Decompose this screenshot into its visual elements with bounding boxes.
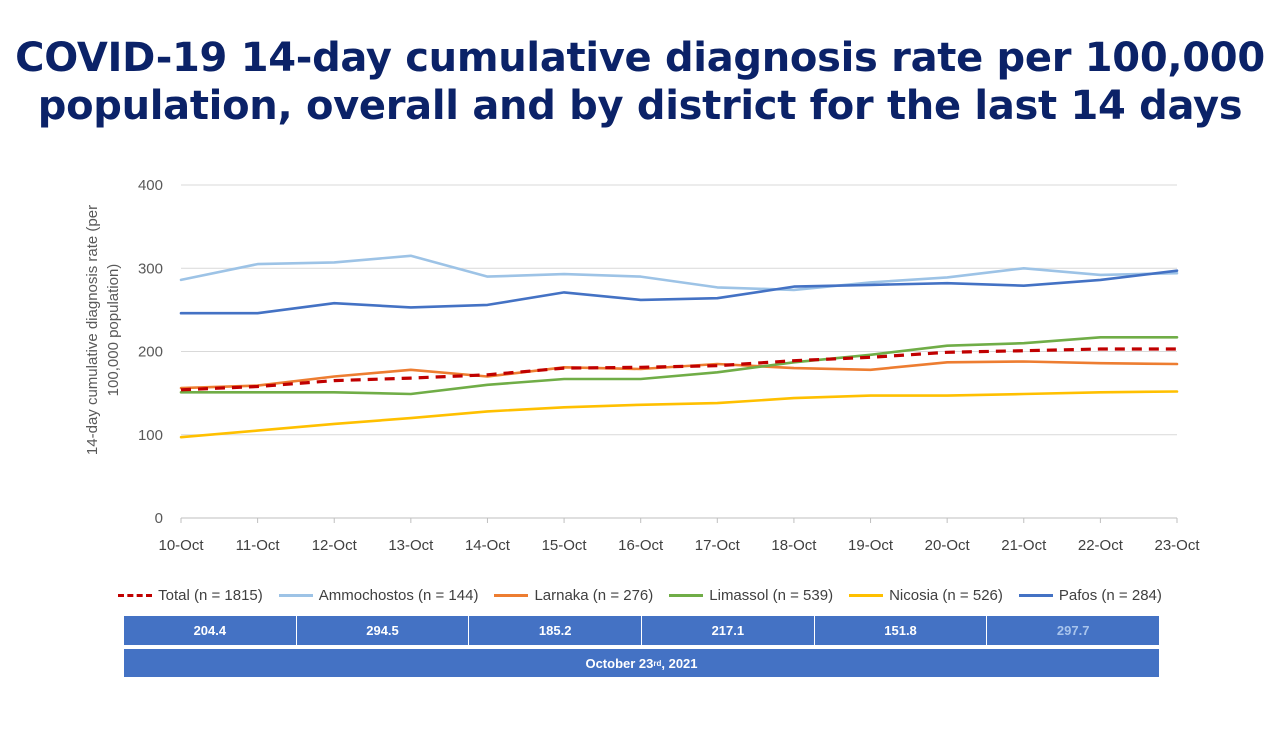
series-line-pafos <box>179 269 1179 315</box>
date-text: October 23 <box>585 655 654 671</box>
summary-value-nicosia: 151.8 <box>815 616 988 645</box>
summary-value-total: 204.4 <box>124 616 297 645</box>
legend-label: Nicosia (n = 526) <box>889 586 1003 604</box>
legend-swatch <box>669 593 704 597</box>
line-chart: 0 100 200 300 400 10-Oct 11-Oct 12-Oct 13-Oct 14-… <box>84 177 1200 554</box>
legend-label: Pafos (n = 284) <box>1058 586 1162 604</box>
date-suffix: rd <box>653 658 662 668</box>
chart-legend: Total (n = 1815) Ammochostos (n = 144) Lar… <box>0 583 1280 607</box>
x-tick-label: 23-Oct <box>1154 537 1200 554</box>
legend-item: Nicosia (n = 526) <box>849 587 1003 604</box>
legend-swatch <box>494 593 529 597</box>
summary-values-bar: 204.4 294.5 185.2 217.1 151.8 297.7 <box>124 616 1159 645</box>
legend-swatch <box>118 593 153 597</box>
x-tick-label: 17-Oct <box>695 537 741 554</box>
series-line-nicosia <box>179 390 1179 439</box>
legend-item: Total (n = 1815) <box>118 587 263 604</box>
legend-swatch <box>278 593 313 597</box>
y-tick-label: 300 <box>138 260 163 277</box>
chart-title-line-2: population, overall and by district for … <box>37 83 1243 129</box>
x-tick-label: 14-Oct <box>465 537 511 554</box>
summary-value-larnaka: 185.2 <box>469 616 643 645</box>
summary-value-limassol: 217.1 <box>642 616 815 645</box>
y-axis-label-line-1: 14-day cumulative diagnosis rate (per <box>84 205 101 455</box>
legend-item: Larnaka (n = 276) <box>494 587 653 604</box>
legend-label: Limassol (n = 539) <box>709 586 834 604</box>
x-tick-label: 22-Oct <box>1078 537 1124 554</box>
chart-title: COVID-19 14-day cumulative diagnosis rat… <box>0 34 1280 130</box>
x-tick-label: 19-Oct <box>848 537 894 554</box>
legend-swatch <box>849 593 884 597</box>
y-tick-label: 0 <box>155 510 163 527</box>
x-tick-label: 20-Oct <box>925 537 971 554</box>
legend-item: Pafos (n = 284) <box>1018 586 1162 604</box>
x-tick-label: 15-Oct <box>542 537 588 554</box>
series-line-total <box>180 347 1177 392</box>
y-tick-label: 200 <box>138 344 163 361</box>
y-axis-label-line-2: 100,000 population) <box>105 264 122 397</box>
y-tick-label: 100 <box>138 427 163 444</box>
legend-label: Larnaka (n = 276) <box>534 586 654 604</box>
series-line-ammochostos <box>179 254 1179 292</box>
date-year: , 2021 <box>661 655 698 671</box>
y-tick-label: 400 <box>138 177 163 194</box>
x-tick-label: 21-Oct <box>1001 537 1047 554</box>
chart-title-line-1: COVID-19 14-day cumulative diagnosis rat… <box>15 35 1265 81</box>
legend-item: Ammochostos (n = 144) <box>278 586 479 604</box>
legend-label: Total (n = 1815) <box>158 586 263 604</box>
x-tick-label: 18-Oct <box>771 537 817 554</box>
x-tick-label: 10-Oct <box>158 537 204 554</box>
summary-value-pafos: 297.7 <box>1056 623 1090 638</box>
legend-item: Limassol (n = 539) <box>669 587 833 604</box>
legend-label: Ammochostos (n = 144) <box>318 586 479 604</box>
x-tick-label: 11-Oct <box>236 537 281 554</box>
series-line-limassol <box>179 335 1179 396</box>
legend-swatch <box>1018 593 1053 597</box>
x-tick-label: 16-Oct <box>618 537 664 554</box>
x-tick-label: 12-Oct <box>312 537 358 554</box>
summary-value-ammochostos: 294.5 <box>297 616 470 645</box>
x-tick-label: 13-Oct <box>388 537 434 554</box>
